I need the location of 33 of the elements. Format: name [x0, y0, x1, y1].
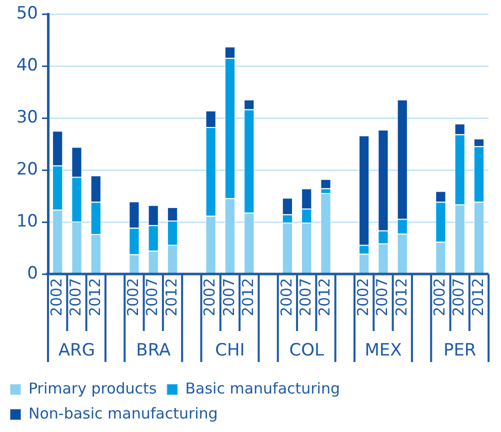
x-tick-label: 2007 [66, 278, 85, 316]
x-tick-label: 2012 [468, 278, 487, 316]
text: COL [289, 340, 324, 360]
y-tick-label: 50 [16, 4, 38, 24]
x-tick-label: 2002 [430, 278, 449, 316]
x-tick-label: 2007 [220, 278, 238, 316]
y-tick-label: 40 [16, 56, 38, 76]
x-tick-label: 2002 [47, 278, 66, 316]
x-tick-label: 2007 [143, 278, 162, 316]
y-tick-label: 20 [16, 160, 38, 180]
y-tick-label: 10 [16, 211, 38, 232]
text: BRA [136, 340, 171, 360]
y-tick-label: 0 [27, 263, 38, 284]
x-tick-label: 2012 [162, 278, 180, 316]
text: MEX [364, 340, 402, 360]
legend-label: Non-basic manufacturing [28, 404, 218, 422]
x-tick-label: 2002 [277, 278, 296, 316]
x-tick-label: 2012 [86, 278, 104, 316]
text: PER [443, 340, 476, 360]
x-tick-label: 2007 [450, 278, 468, 316]
text: CHI [215, 340, 245, 360]
x-tick-label: 2012 [239, 278, 258, 316]
x-tick-label: 2002 [200, 278, 219, 316]
x-tick-label: 2002 [124, 278, 142, 316]
x-tick-label: 2012 [316, 278, 334, 316]
legend-label: Primary products [28, 379, 157, 398]
text: ARG [58, 340, 96, 360]
x-tick-label: 2012 [392, 278, 410, 316]
x-tick-label: 2007 [296, 278, 314, 316]
x-tick-label: 2002 [354, 278, 372, 316]
legend-label: Basic manufacturing [185, 379, 340, 398]
y-tick-label: 30 [16, 108, 38, 128]
x-tick-label: 2007 [373, 278, 392, 316]
